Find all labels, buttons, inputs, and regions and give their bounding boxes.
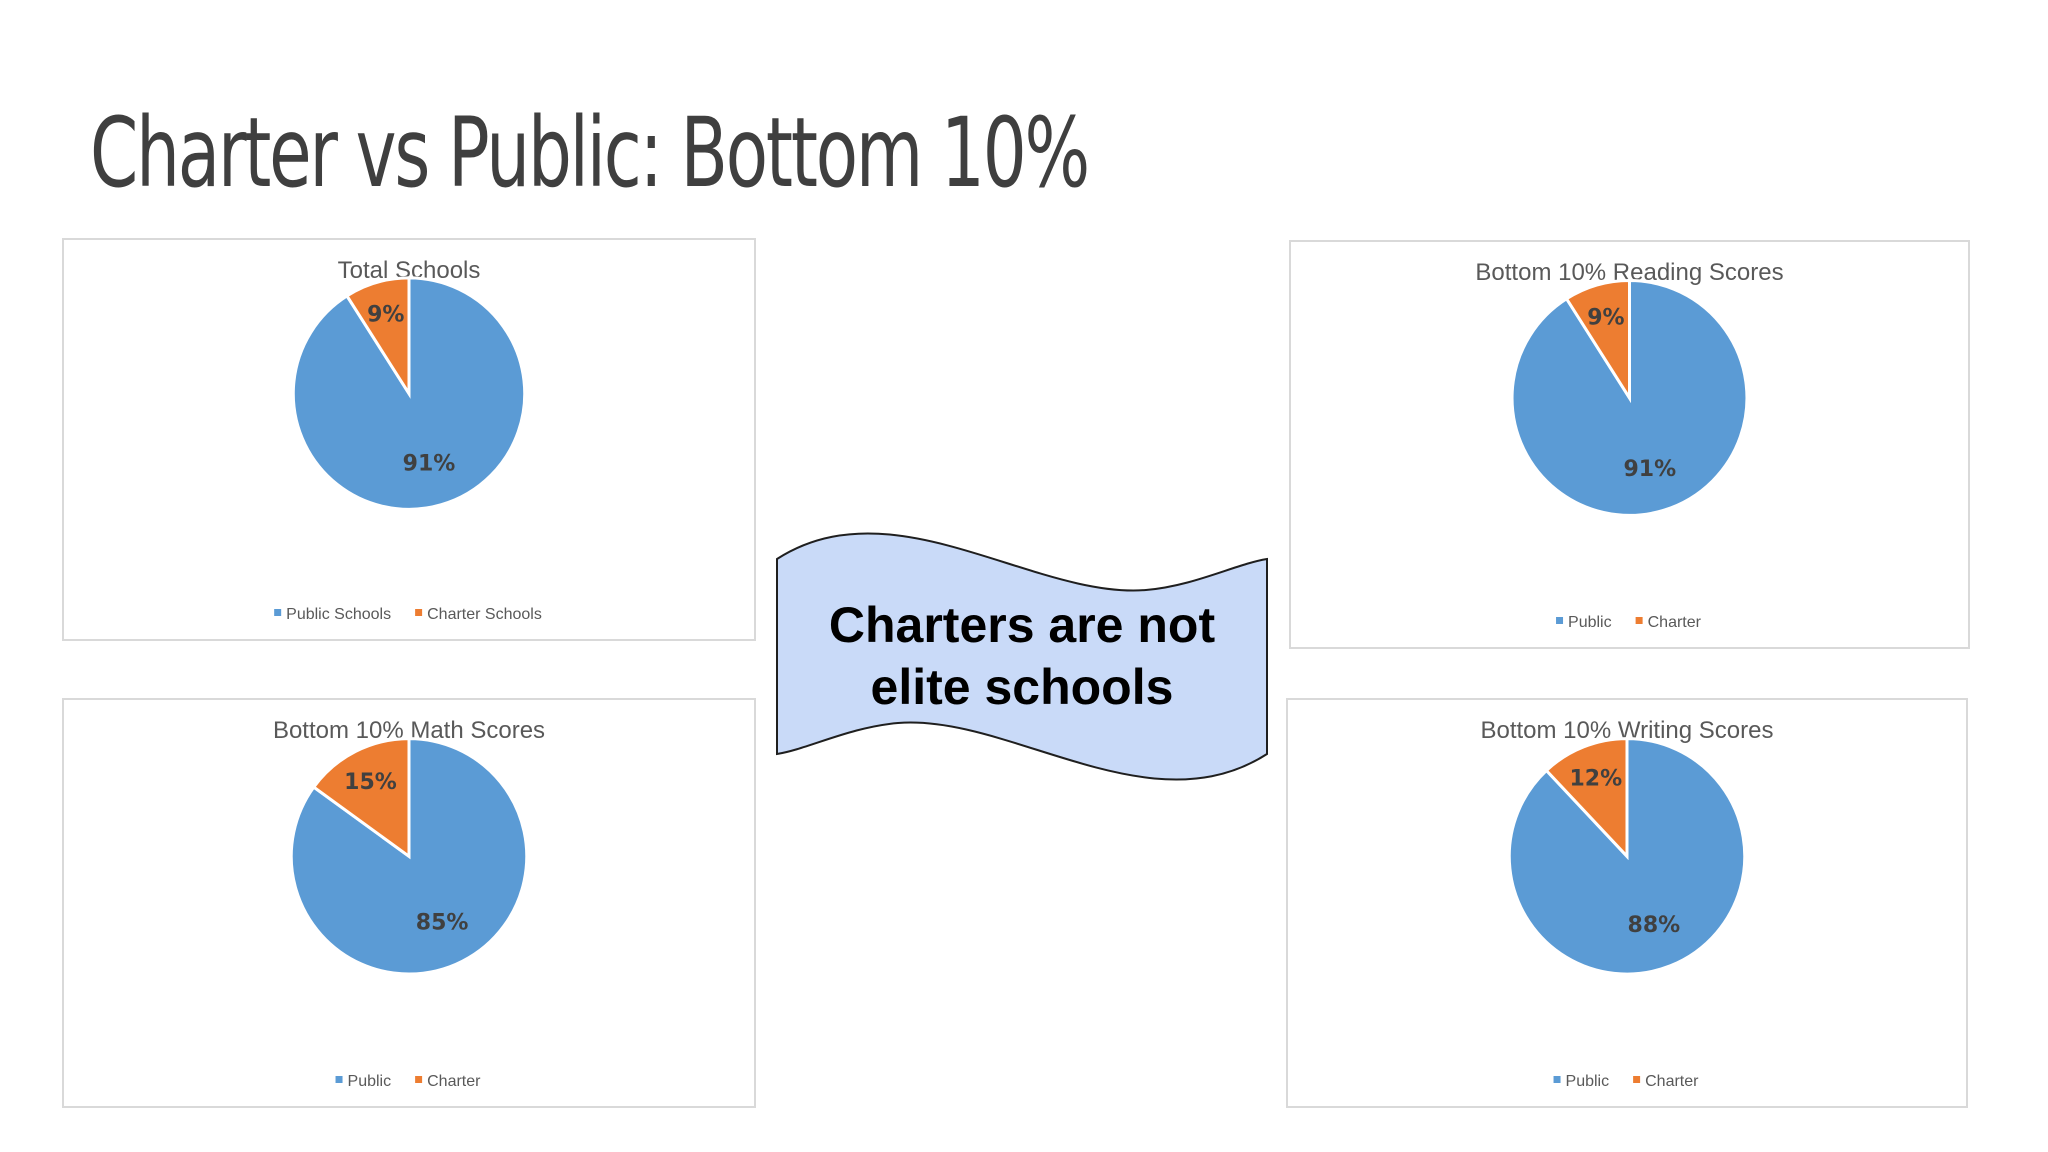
legend-label-public: Public — [348, 1073, 392, 1090]
legend-swatch-public — [1553, 1076, 1561, 1083]
data-label-public: 85% — [416, 910, 469, 935]
chart-total-schools: Total Schools 91% 9% Public Schools Charter … — [62, 238, 756, 641]
chart-writing-scores: Bottom 10% Writing Scores 88% 12% Public Cha… — [1286, 698, 1968, 1108]
legend-swatch-charter — [1633, 1076, 1641, 1083]
chart-reading-scores: Bottom 10% Reading Scores 91% 9% Public Char… — [1289, 240, 1970, 649]
data-label-charter: 12% — [1569, 766, 1622, 791]
legend-label-public: Public — [1568, 614, 1612, 631]
callout-line-2: elite schools — [870, 659, 1174, 715]
data-label-public: 88% — [1628, 913, 1681, 938]
legend-label-charter-schools: Charter Schools — [427, 606, 542, 623]
legend-label-public: Public — [1566, 1073, 1610, 1090]
legend-label-charter: Charter — [1648, 614, 1702, 631]
pie-slice-charter — [1564, 278, 1631, 404]
callout-text: Charters are not elite schools — [774, 594, 1270, 718]
legend-swatch-charter — [1635, 617, 1643, 624]
chart-legend: Public Charter — [335, 1073, 481, 1090]
callout-banner: Charters are not elite schools — [774, 524, 1270, 788]
legend-label-charter: Charter — [1645, 1073, 1699, 1090]
callout-wave-shape — [776, 532, 1268, 781]
chart-legend: Public Schools Charter Schools — [274, 606, 542, 623]
pie-slice-charter — [1544, 737, 1629, 861]
legend-swatch-public — [1556, 617, 1564, 624]
data-label-charter: 15% — [344, 770, 397, 795]
chart-legend: Public Charter — [1556, 614, 1702, 631]
data-label-public-schools: 91% — [403, 452, 456, 477]
legend-label-public-schools: Public Schools — [286, 606, 391, 623]
callout-line-1: Charters are not — [828, 597, 1216, 653]
legend-swatch-charter-schools — [415, 609, 423, 616]
data-label-charter: 9% — [1587, 306, 1624, 331]
pie-slice-charter-schools — [344, 276, 411, 399]
chart-math-scores: Bottom 10% Math Scores 85% 15% Public Charte… — [62, 698, 756, 1108]
legend-swatch-charter — [415, 1076, 423, 1083]
legend-swatch-public — [335, 1076, 343, 1083]
legend-label-charter: Charter — [427, 1073, 481, 1090]
data-label-public: 91% — [1623, 457, 1676, 482]
chart-legend: Public Charter — [1553, 1073, 1699, 1090]
slide-title: Charter vs Public: Bottom 10% — [90, 97, 1090, 209]
data-label-charter-schools: 9% — [367, 303, 404, 328]
legend-swatch-public-schools — [274, 609, 282, 616]
pie-slice-charter — [311, 737, 411, 860]
